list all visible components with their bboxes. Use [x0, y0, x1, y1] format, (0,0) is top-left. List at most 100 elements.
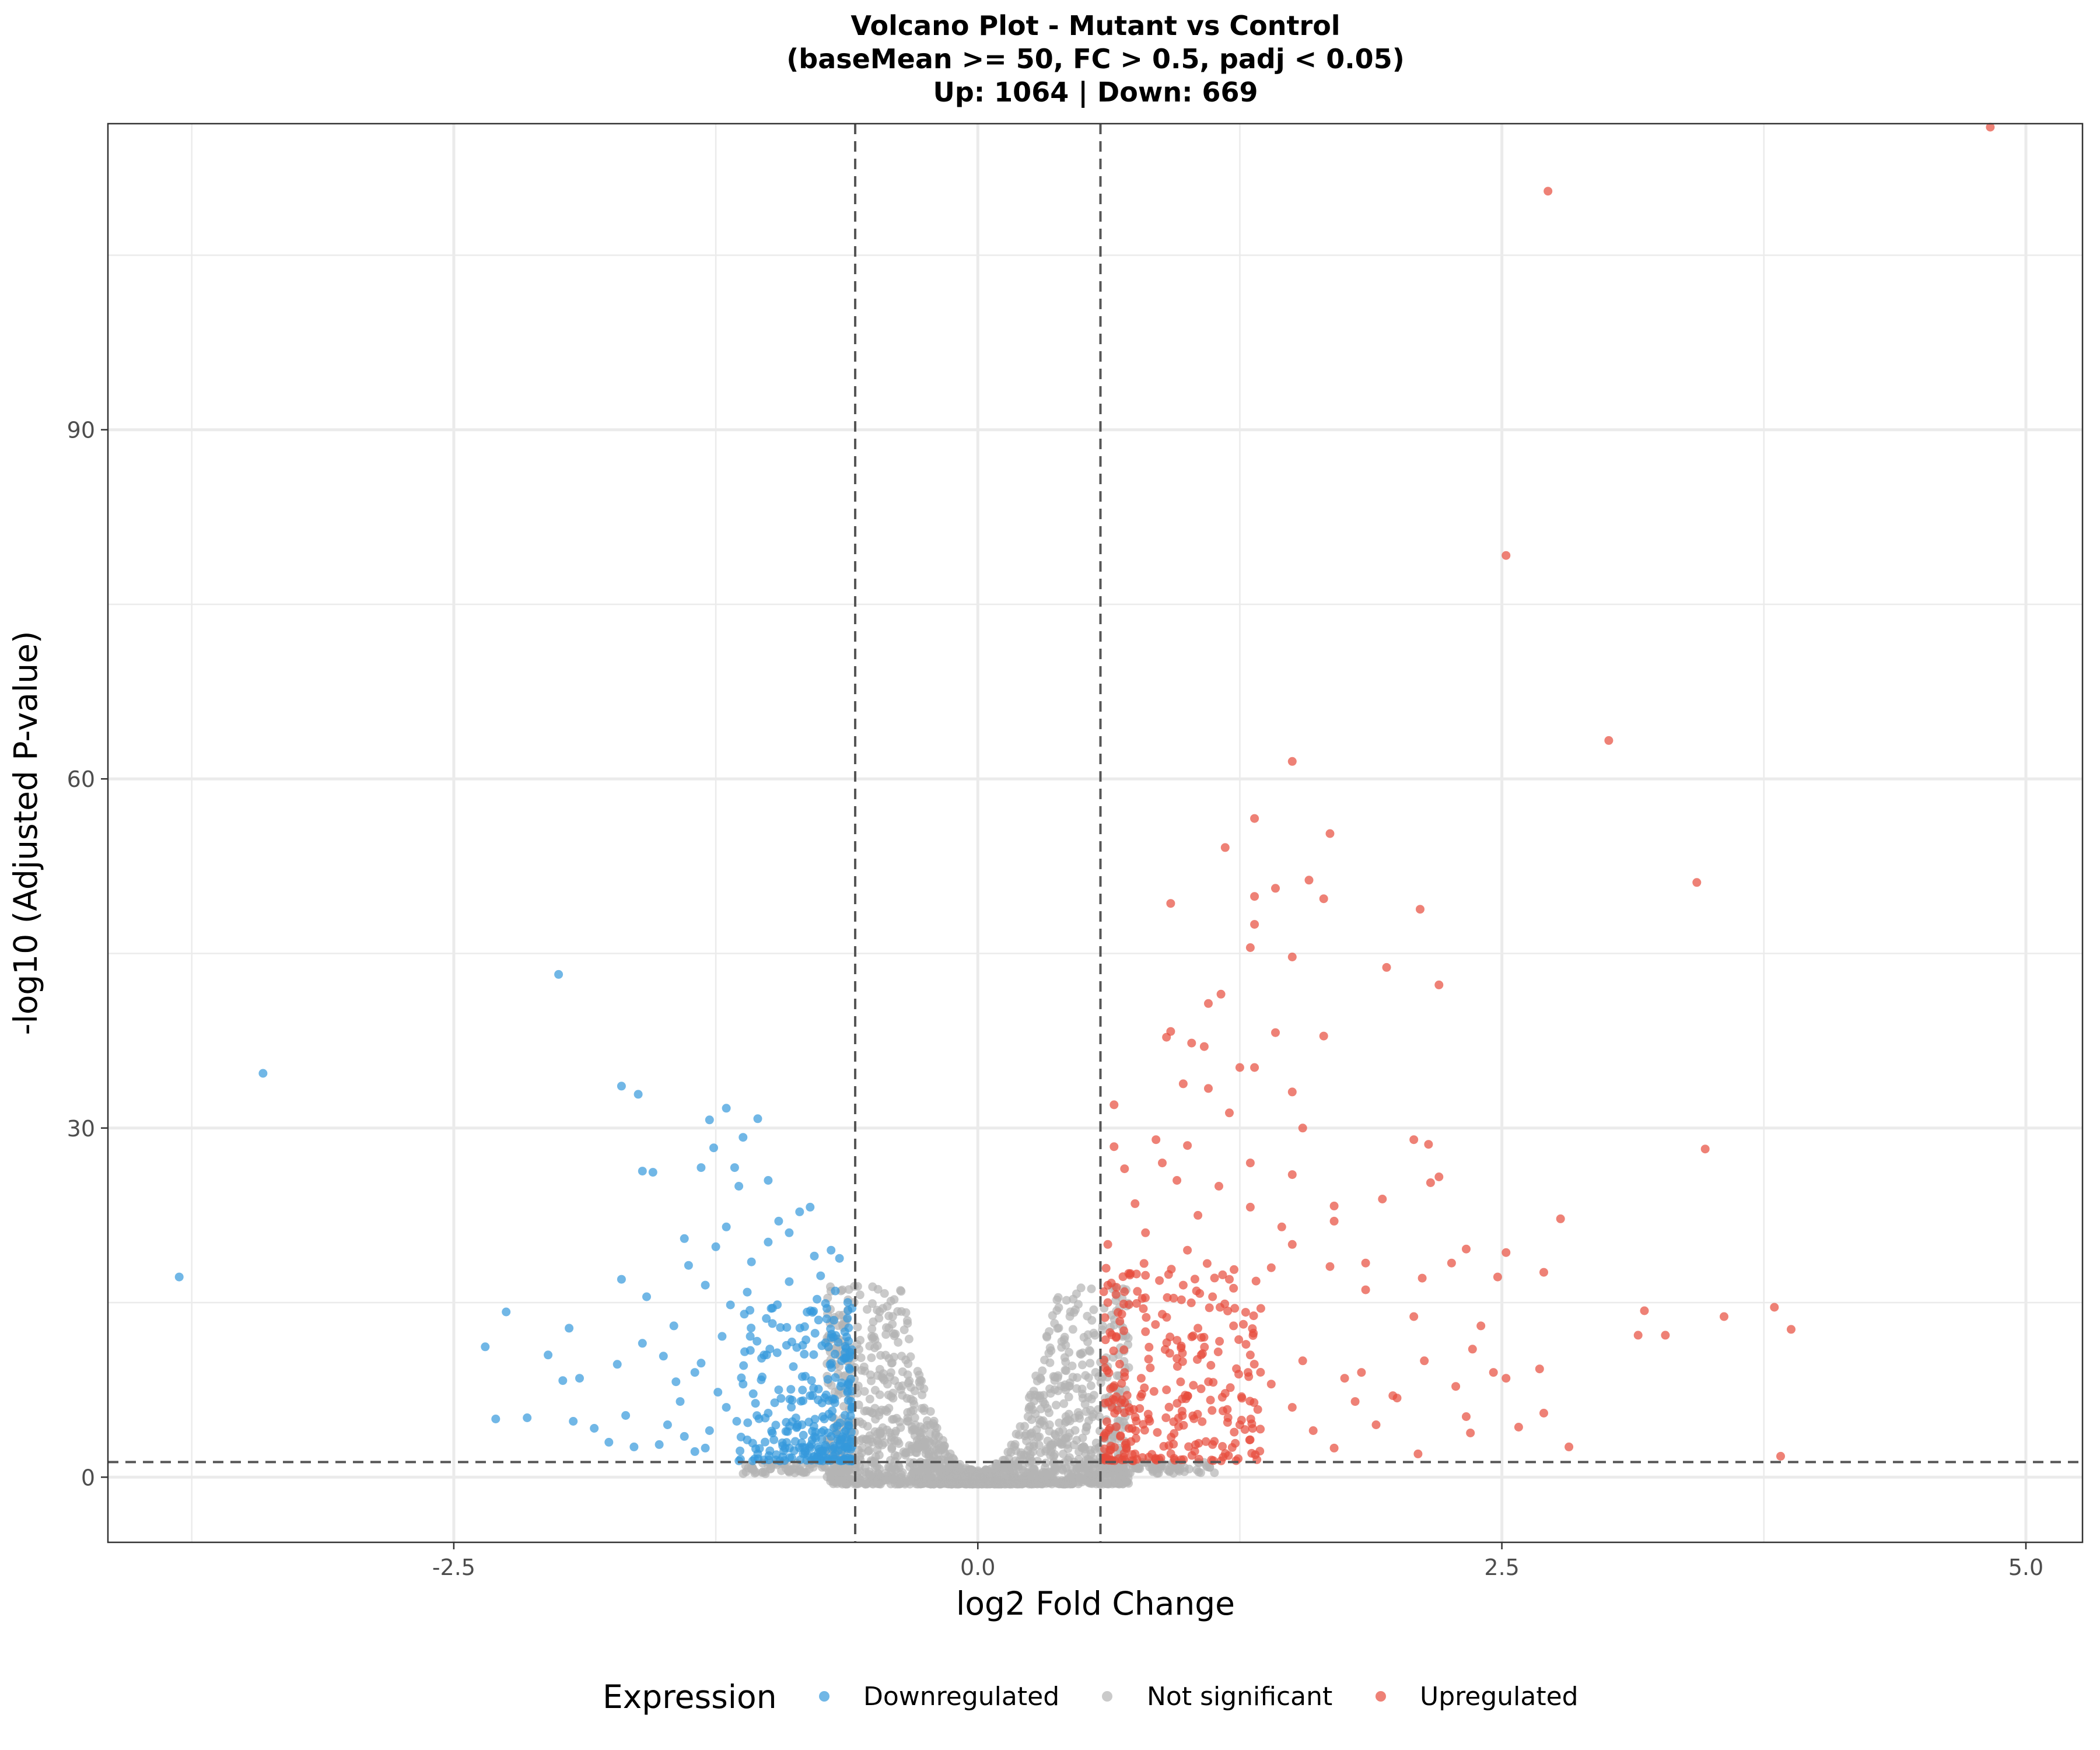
point-not-significant	[1028, 1465, 1038, 1474]
point-not-significant	[1060, 1458, 1069, 1467]
point-upregulated	[1166, 899, 1175, 908]
point-not-significant	[918, 1390, 927, 1399]
point-not-significant	[1038, 1416, 1048, 1425]
point-upregulated	[1223, 1418, 1232, 1427]
point-downregulated	[799, 1396, 808, 1405]
point-downregulated	[705, 1115, 714, 1125]
point-upregulated	[1133, 1287, 1142, 1296]
point-downregulated	[502, 1307, 511, 1317]
point-not-significant	[1084, 1346, 1094, 1355]
chart-title-line-3: Up: 1064 | Down: 669	[933, 76, 1258, 108]
point-not-significant	[1055, 1418, 1064, 1427]
point-upregulated	[1139, 1259, 1149, 1268]
point-not-significant	[1023, 1446, 1032, 1455]
point-not-significant	[939, 1444, 949, 1454]
point-upregulated	[1241, 1340, 1251, 1349]
point-not-significant	[1083, 1311, 1092, 1321]
point-upregulated	[1099, 1287, 1108, 1296]
point-upregulated	[1287, 1087, 1297, 1097]
point-upregulated	[1319, 894, 1328, 904]
point-downregulated	[696, 1359, 706, 1368]
point-upregulated	[1101, 1335, 1110, 1345]
x-tick-label: 2.5	[1484, 1555, 1519, 1580]
point-downregulated	[821, 1338, 830, 1348]
point-not-significant	[924, 1474, 933, 1483]
point-upregulated	[1245, 1158, 1255, 1168]
point-upregulated	[1225, 1275, 1234, 1284]
point-upregulated	[1564, 1442, 1574, 1451]
point-upregulated	[1462, 1412, 1471, 1421]
point-downregulated	[790, 1446, 799, 1455]
point-upregulated	[1115, 1359, 1124, 1368]
point-not-significant	[1089, 1305, 1098, 1314]
point-not-significant	[856, 1336, 865, 1345]
point-downregulated	[811, 1433, 821, 1443]
point-downregulated	[544, 1350, 553, 1360]
point-upregulated	[1103, 1240, 1112, 1249]
point-not-significant	[1059, 1479, 1069, 1489]
point-downregulated	[841, 1426, 850, 1435]
point-upregulated	[1245, 1202, 1255, 1212]
point-downregulated	[844, 1418, 853, 1426]
point-upregulated	[1100, 1355, 1108, 1364]
point-downregulated	[814, 1395, 822, 1405]
point-not-significant	[1192, 1465, 1202, 1475]
point-upregulated	[1308, 1426, 1318, 1435]
point-not-significant	[1063, 1415, 1073, 1424]
point-upregulated	[1120, 1164, 1129, 1174]
point-downregulated	[795, 1207, 804, 1216]
point-upregulated	[1155, 1276, 1164, 1285]
point-not-significant	[856, 1353, 866, 1363]
point-upregulated	[1178, 1079, 1188, 1088]
point-not-significant	[1012, 1429, 1021, 1438]
point-upregulated	[1170, 1454, 1179, 1463]
point-downregulated	[834, 1338, 843, 1347]
point-not-significant	[1042, 1476, 1051, 1485]
point-not-significant	[1086, 1359, 1095, 1368]
point-downregulated	[738, 1133, 748, 1142]
point-upregulated	[1186, 1298, 1196, 1307]
point-upregulated	[1215, 1336, 1224, 1346]
point-not-significant	[921, 1446, 930, 1454]
point-upregulated	[1143, 1409, 1153, 1419]
point-upregulated	[1213, 1348, 1223, 1356]
point-not-significant	[888, 1312, 897, 1321]
point-upregulated	[1234, 1335, 1244, 1344]
point-upregulated	[1235, 1063, 1244, 1072]
point-not-significant	[1091, 1368, 1100, 1377]
point-upregulated	[1110, 1443, 1119, 1452]
point-upregulated	[1177, 1341, 1186, 1350]
point-upregulated	[1218, 1270, 1227, 1279]
point-upregulated	[1163, 1293, 1172, 1302]
point-not-significant	[944, 1452, 953, 1461]
point-upregulated	[1145, 1417, 1154, 1426]
point-upregulated	[1187, 1038, 1196, 1048]
point-upregulated	[1111, 1333, 1121, 1342]
point-upregulated	[1230, 1265, 1238, 1274]
point-not-significant	[1026, 1454, 1035, 1463]
point-upregulated	[1692, 878, 1702, 887]
point-upregulated	[1159, 1441, 1168, 1451]
point-upregulated	[1218, 1442, 1227, 1451]
point-not-significant	[867, 1376, 876, 1385]
point-not-significant	[1059, 1450, 1068, 1458]
point-downregulated	[764, 1176, 773, 1185]
point-not-significant	[867, 1324, 877, 1334]
point-upregulated	[1556, 1214, 1565, 1223]
point-not-significant	[1058, 1464, 1067, 1474]
point-not-significant	[1060, 1366, 1070, 1375]
point-downregulated	[809, 1384, 818, 1393]
point-downregulated	[663, 1420, 672, 1429]
point-downregulated	[814, 1444, 824, 1454]
point-downregulated	[772, 1450, 781, 1460]
point-downregulated	[769, 1435, 779, 1444]
point-upregulated	[1121, 1440, 1130, 1450]
point-upregulated	[1489, 1368, 1498, 1377]
point-not-significant	[950, 1478, 959, 1488]
point-upregulated	[1152, 1135, 1161, 1144]
point-downregulated	[844, 1306, 853, 1315]
point-downregulated	[829, 1451, 838, 1461]
point-upregulated	[1220, 1299, 1230, 1308]
point-not-significant	[900, 1325, 909, 1335]
point-not-significant	[890, 1451, 900, 1460]
